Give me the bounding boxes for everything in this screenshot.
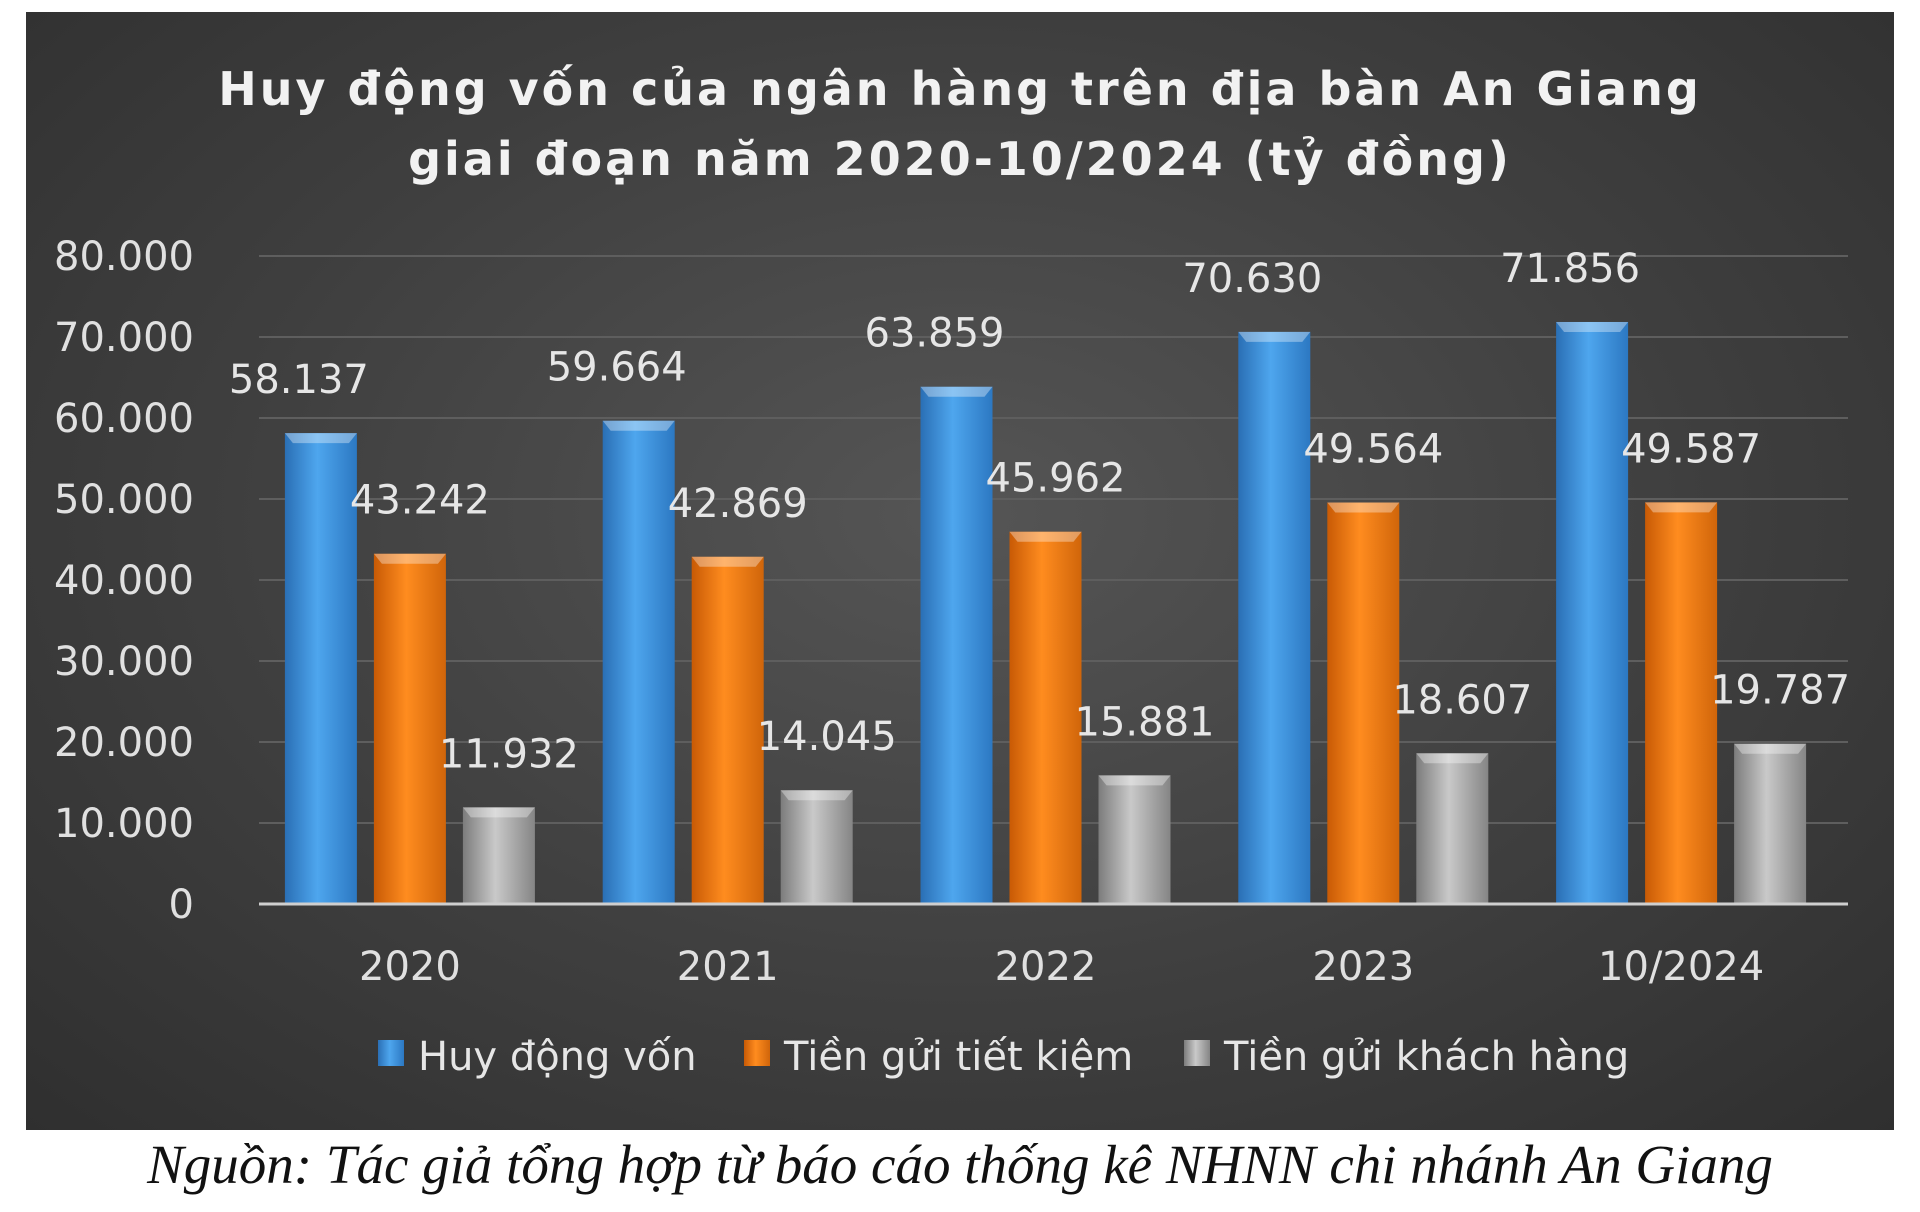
- data-label: 11.932: [439, 731, 579, 777]
- bar-cap: [1098, 775, 1171, 786]
- bar-cap: [462, 807, 535, 818]
- y-tick-label: 30.000: [54, 639, 194, 685]
- data-label: 14.045: [757, 714, 897, 760]
- bar-cap: [1645, 502, 1718, 513]
- bar-cap: [1238, 331, 1311, 342]
- x-tick-label: 2022: [995, 944, 1097, 990]
- data-label: 43.242: [350, 478, 490, 524]
- legend-swatch: [1184, 1040, 1210, 1066]
- bar: [1734, 743, 1807, 904]
- bar-cap: [602, 420, 675, 431]
- data-label: 49.587: [1621, 426, 1761, 472]
- y-tick-label: 20.000: [54, 720, 194, 766]
- x-tick-label: 2020: [359, 944, 461, 990]
- bar: [1009, 531, 1082, 904]
- legend-swatch: [744, 1040, 770, 1066]
- bar: [284, 433, 357, 904]
- bar: [780, 790, 853, 904]
- data-label: 15.881: [1075, 699, 1215, 745]
- data-label: 59.664: [547, 345, 687, 391]
- chart-title-line-2: giai đoạn năm 2020-10/2024 (tỷ đồng): [408, 132, 1512, 186]
- data-label: 63.859: [865, 311, 1005, 357]
- bar: [1416, 753, 1489, 904]
- y-tick-label: 0: [169, 882, 194, 928]
- bar-cap: [1416, 753, 1489, 764]
- data-label: 58.137: [229, 357, 369, 403]
- bar: [1327, 502, 1400, 904]
- data-label: 42.869: [668, 481, 808, 527]
- bar-cap: [920, 386, 993, 397]
- chart-title-line-1: Huy động vốn của ngân hàng trên địa bàn …: [218, 62, 1702, 116]
- bar-cap: [1327, 502, 1400, 513]
- x-tick-label: 2021: [677, 944, 779, 990]
- bar-cap: [1556, 321, 1629, 332]
- bar: [691, 556, 764, 904]
- bar: [462, 807, 535, 904]
- y-tick-label: 70.000: [54, 315, 194, 361]
- legend-entry: Tiền gửi tiết kiệm: [783, 1034, 1133, 1080]
- data-label: 70.630: [1182, 256, 1322, 302]
- data-label: 19.787: [1710, 668, 1850, 714]
- legend-entry: Tiền gửi khách hàng: [1223, 1034, 1629, 1080]
- bar-cap: [1009, 531, 1082, 542]
- bar: [1556, 321, 1629, 904]
- legend-swatch: [378, 1040, 404, 1066]
- data-label: 71.856: [1500, 246, 1640, 292]
- bar: [602, 420, 675, 904]
- data-label: 49.564: [1303, 427, 1443, 473]
- data-label: 18.607: [1392, 677, 1532, 723]
- x-tick-label: 10/2024: [1598, 944, 1764, 990]
- bar-cap: [284, 433, 357, 444]
- y-tick-label: 40.000: [54, 558, 194, 604]
- bar-chart: 58.137 43.242 11.932 59.664 42.869 14.045 63.8…: [54, 234, 1850, 1080]
- bar: [373, 553, 446, 904]
- y-tick-label: 80.000: [54, 234, 194, 280]
- y-tick-label: 10.000: [54, 801, 194, 847]
- bar-cap: [1734, 743, 1807, 754]
- x-tick-label: 2023: [1312, 944, 1414, 990]
- bar: [1645, 502, 1718, 904]
- y-tick-label: 50.000: [54, 477, 194, 523]
- bar-cap: [691, 556, 764, 567]
- y-tick-label: 60.000: [54, 396, 194, 442]
- bar: [1098, 775, 1171, 904]
- bar: [1238, 331, 1311, 905]
- chart-title: Huy động vốn của ngân hàng trên địa bàn …: [26, 54, 1894, 194]
- source-note: Nguồn: Tác giả tổng hợp từ báo cáo thống…: [147, 1134, 1773, 1195]
- bar-cap: [780, 790, 853, 801]
- bar-cap: [373, 553, 446, 564]
- data-label: 45.962: [986, 456, 1126, 502]
- chart-panel: Huy động vốn của ngân hàng trên địa bàn …: [26, 12, 1894, 1130]
- legend-entry: Huy động vốn: [418, 1034, 697, 1080]
- bar: [920, 386, 993, 905]
